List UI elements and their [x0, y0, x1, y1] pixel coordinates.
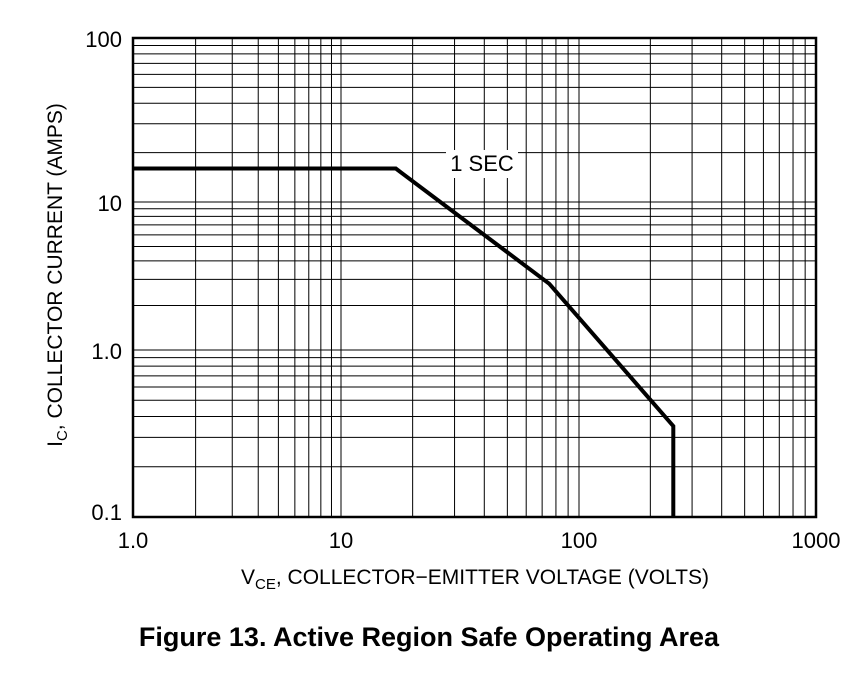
curve-annotation: 1 SEC: [450, 151, 514, 176]
x-axis-label: VCE, COLLECTOR−EMITTER VOLTAGE (VOLTS): [241, 566, 709, 593]
x-tick-1000: 1000: [792, 528, 841, 553]
soa-curve-line-0: [133, 166, 676, 517]
grid: [132, 37, 817, 518]
y-tick-1: 1.0: [91, 339, 122, 364]
soa-chart: 1.0 10 100 1000 100 10 1.0 0.1 VCE, COLL…: [44, 27, 841, 593]
soa-curve-group: [133, 166, 676, 517]
x-tick-100: 100: [561, 528, 598, 553]
figure-caption: Figure 13. Active Region Safe Operating …: [138, 622, 720, 652]
x-tick-1: 1.0: [118, 528, 149, 553]
plot-frame: [131, 36, 818, 519]
annotation-bg: [446, 150, 518, 178]
y-tick-100: 100: [85, 27, 122, 52]
y-tick-0.1: 0.1: [91, 500, 122, 525]
y-tick-10: 10: [98, 191, 122, 216]
y-axis-label: IC, COLLECTOR CURRENT (AMPS): [44, 103, 71, 447]
x-tick-10: 10: [329, 528, 353, 553]
